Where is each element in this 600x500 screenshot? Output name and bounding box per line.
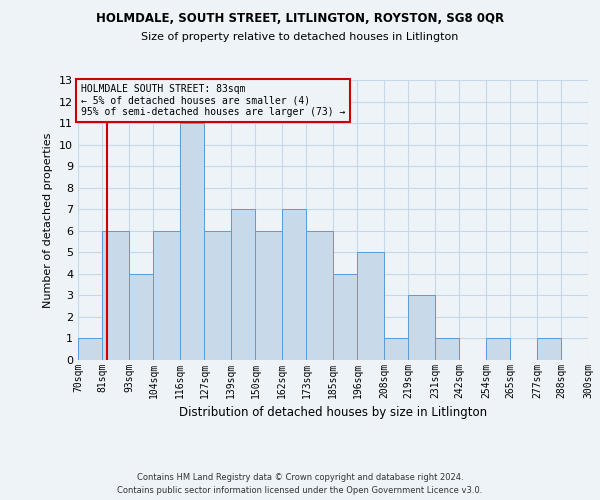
Bar bbox=[333, 274, 358, 360]
Text: HOLMDALE SOUTH STREET: 83sqm
← 5% of detached houses are smaller (4)
95% of semi: HOLMDALE SOUTH STREET: 83sqm ← 5% of det… bbox=[80, 84, 345, 117]
Text: HOLMDALE, SOUTH STREET, LITLINGTON, ROYSTON, SG8 0QR: HOLMDALE, SOUTH STREET, LITLINGTON, ROYS… bbox=[96, 12, 504, 26]
Bar bbox=[231, 209, 256, 360]
Y-axis label: Number of detached properties: Number of detached properties bbox=[43, 132, 53, 308]
Bar bbox=[180, 123, 205, 360]
X-axis label: Distribution of detached houses by size in Litlington: Distribution of detached houses by size … bbox=[179, 406, 487, 420]
Bar bbox=[103, 231, 129, 360]
Bar bbox=[282, 209, 307, 360]
Text: Contains HM Land Registry data © Crown copyright and database right 2024.: Contains HM Land Registry data © Crown c… bbox=[137, 474, 463, 482]
Bar bbox=[256, 231, 282, 360]
Bar bbox=[78, 338, 103, 360]
Text: Size of property relative to detached houses in Litlington: Size of property relative to detached ho… bbox=[142, 32, 458, 42]
Bar bbox=[486, 338, 511, 360]
Bar bbox=[409, 296, 435, 360]
Text: Contains public sector information licensed under the Open Government Licence v3: Contains public sector information licen… bbox=[118, 486, 482, 495]
Bar bbox=[129, 274, 154, 360]
Bar bbox=[307, 231, 333, 360]
Bar bbox=[205, 231, 231, 360]
Bar bbox=[384, 338, 409, 360]
Bar bbox=[154, 231, 180, 360]
Bar bbox=[537, 338, 562, 360]
Bar bbox=[435, 338, 460, 360]
Bar bbox=[588, 338, 600, 360]
Bar bbox=[358, 252, 384, 360]
